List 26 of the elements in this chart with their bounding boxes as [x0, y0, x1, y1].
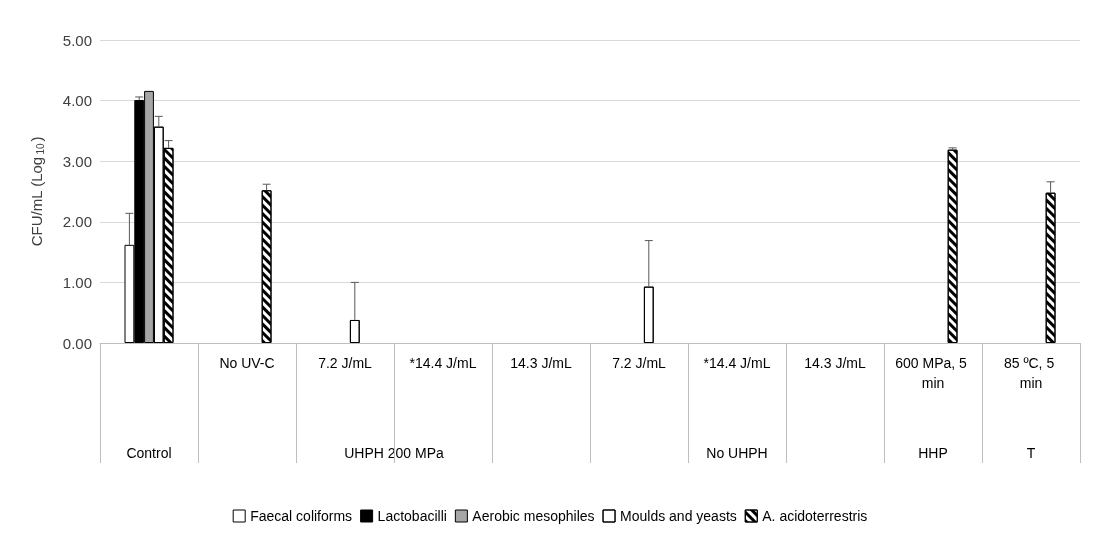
x-tick-label: *14.4 J/mL: [409, 355, 477, 371]
legend-label: Aerobic mesophiles: [472, 508, 595, 524]
x-tick-label: 85 ºC, 5 min: [1003, 355, 1059, 391]
legend-label: Lactobacilli: [377, 508, 447, 524]
x-tick-label: *14.4 J/mL: [703, 355, 771, 371]
text: T: [1026, 445, 1036, 461]
legend-label: A. acidoterrestris: [762, 508, 868, 524]
y-tick-label: 5.00: [62, 31, 92, 49]
y-tick-label: 1.00: [62, 273, 92, 291]
x-tick-label: 600 MPa, 5 min: [895, 355, 971, 391]
text: Control: [126, 445, 172, 461]
y-tick-label: 3.00: [62, 152, 92, 170]
x-tick-label: 7.2 J/mL: [318, 355, 373, 371]
legend-label: Moulds and yeasts: [620, 508, 737, 524]
text: No UHPH: [706, 445, 768, 461]
x-tick-label: 7.2 J/mL: [612, 355, 667, 371]
text: HHP: [918, 445, 948, 461]
y-tick-label: 0.00: [62, 334, 92, 352]
x-tick-label: 14.3 J/mL: [510, 355, 572, 371]
x-tick-label: No UV-C: [219, 355, 275, 371]
text: UHPH 200 MPa: [344, 445, 445, 461]
legend-label: Faecal coliforms: [250, 508, 353, 524]
x-tick-label: 14.3 J/mL: [804, 355, 866, 371]
y-axis-title: CFU/mL (Log10): [27, 136, 46, 247]
y-tick-label: 4.00: [62, 92, 92, 110]
y-tick-label: 2.00: [62, 213, 92, 231]
